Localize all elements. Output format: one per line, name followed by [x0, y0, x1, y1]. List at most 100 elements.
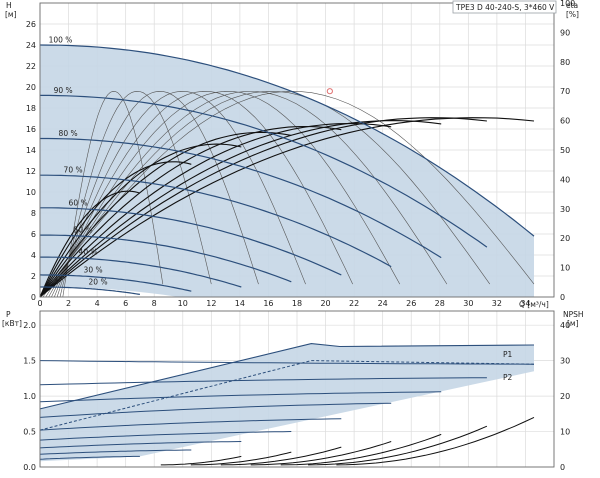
h-tick-label: 0	[31, 293, 36, 302]
h-axis-label: H	[6, 1, 12, 10]
npsh-axis-label: NPSH	[563, 310, 584, 319]
h-tick-label: 14	[26, 146, 36, 155]
x-tick-label: 24	[378, 299, 388, 308]
speed-curve	[40, 256, 242, 288]
speed-curve	[40, 137, 442, 259]
p-tick-label: 1.5	[23, 357, 36, 366]
p-axis-unit: [кВт]	[2, 319, 22, 328]
speed-curve	[40, 174, 392, 268]
npsh-tick-label: 10	[560, 428, 570, 437]
speed-curve-label: 80 %	[59, 129, 78, 138]
operating-area-top	[40, 45, 534, 297]
x-tick-label: 26	[406, 299, 416, 308]
eta-curve	[39, 117, 487, 298]
eta-tick-label: 40	[560, 175, 570, 184]
h-tick-label: 6	[31, 230, 36, 239]
x-tick-label: 28	[435, 299, 445, 308]
npsh-tick-label: 20	[560, 392, 570, 401]
x-tick-label: 20	[320, 299, 330, 308]
npsh-curve	[220, 446, 342, 466]
p-tick-label: 1.0	[23, 392, 36, 401]
h-axis-unit: [м]	[5, 10, 17, 19]
h-tick-label: 26	[26, 20, 36, 29]
speed-curve-label: 30 %	[84, 265, 103, 274]
speed-curve-label: 100 %	[49, 36, 73, 45]
eta-thin-curve	[56, 90, 259, 298]
eta-tick-label: 0	[560, 293, 565, 302]
p2-curve	[39, 360, 535, 431]
power-curve	[39, 441, 242, 449]
operating-area-bottom	[40, 343, 534, 462]
x-tick-label: 16	[263, 299, 273, 308]
title-box	[452, 0, 557, 14]
p1-curve	[39, 343, 535, 410]
duty-point-marker	[326, 88, 333, 95]
speed-curve	[39, 44, 535, 237]
power-curve	[39, 402, 392, 418]
power-curve	[39, 391, 442, 403]
x-tick-label: 6	[123, 299, 128, 308]
x-tick-label: 12	[206, 299, 216, 308]
eta-tick-label: 10	[560, 264, 570, 273]
h-tick-label: 4	[31, 251, 36, 260]
speed-curve-label: 50 %	[74, 226, 93, 235]
chart-title: TPE3 D 40-240-S, 3*460 V	[455, 3, 555, 12]
eta-thin-curve	[45, 90, 448, 298]
power-curve	[39, 418, 342, 431]
x-tick-label: 10	[178, 299, 188, 308]
p-tick-label: 0.0	[23, 463, 36, 472]
eta-axis-unit: [%]	[566, 10, 579, 19]
eta-tick-label: 50	[560, 146, 570, 155]
speed-curve-label: 60 %	[69, 198, 88, 207]
npsh-tick-label: 40	[560, 321, 570, 330]
h-tick-label: 2	[31, 272, 36, 281]
axes-layer: 0 2 4 6 8 10 12 14 16 18 20 22 24 26 28 30 32 34024681012…	[23, 0, 575, 472]
speed-curve	[40, 94, 488, 248]
h-tick-label: 24	[26, 41, 36, 50]
bottom-plot-frame	[39, 310, 555, 468]
speed-curve-label: 70 %	[64, 166, 83, 175]
npsh-curve	[160, 455, 242, 466]
x-tick-label: 14	[235, 299, 245, 308]
npsh-curve	[308, 425, 488, 466]
npsh-curve	[336, 416, 535, 466]
power-curve	[39, 431, 292, 441]
x-tick-label: 34	[520, 299, 530, 308]
p-tick-label: 0.5	[23, 428, 36, 437]
h-tick-label: 12	[26, 167, 36, 176]
eta-thin-curve	[48, 90, 401, 298]
speed-curve-label: 40 %	[79, 248, 98, 257]
eta-axis-label: eta	[566, 1, 578, 10]
x-tick-label: 22	[349, 299, 359, 308]
speed-curve	[40, 207, 342, 276]
x-tick-label: 4	[95, 299, 100, 308]
eta-tick-label: 20	[560, 234, 570, 243]
power-curve	[39, 455, 140, 460]
speed-curve	[40, 234, 292, 283]
eta-tick-label: 30	[560, 205, 570, 214]
eta-curve	[39, 143, 242, 298]
h-tick-label: 16	[26, 125, 36, 134]
curves-layer: 100 % 90 % 80 % 70 % 60 % 50 % 40 % 30 % 20 %	[39, 36, 535, 466]
h-tick-label: 10	[26, 188, 36, 197]
speed-curve-label: 90 %	[54, 86, 73, 95]
x-tick-label: 32	[492, 299, 502, 308]
eta-curve	[39, 120, 442, 298]
p-axis-label: P	[6, 310, 11, 319]
eta-curve	[39, 161, 192, 298]
top-plot-frame	[39, 2, 555, 298]
operating-area-layer	[40, 45, 534, 462]
npsh-tick-label: 0	[560, 463, 565, 472]
npsh-curve	[190, 451, 292, 466]
h-tick-label: 8	[31, 209, 36, 218]
eta-thin-curve	[59, 90, 212, 298]
p-tick-label: 2.0	[23, 321, 36, 330]
eta-tick-label: 60	[560, 117, 570, 126]
x-tick-label: 30	[463, 299, 473, 308]
npsh-curve	[250, 441, 392, 466]
npsh-axis-unit: [м]	[567, 319, 579, 328]
x-tick-label: 0	[37, 299, 42, 308]
eta-thin-curve	[54, 90, 306, 298]
